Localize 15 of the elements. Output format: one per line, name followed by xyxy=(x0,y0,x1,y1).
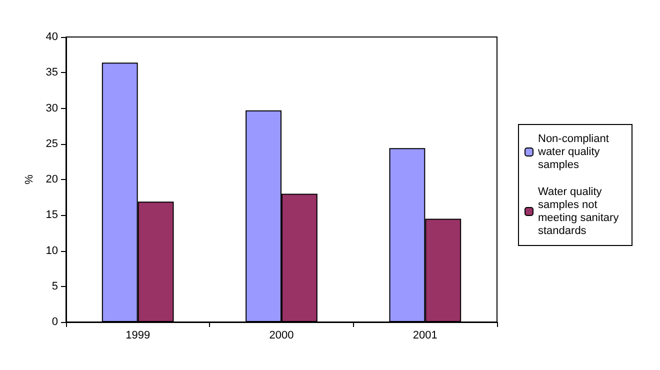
y-tick-label: 20 xyxy=(46,174,58,186)
y-tick-label: 35 xyxy=(46,66,58,79)
x-tick-label: 2001 xyxy=(412,330,438,342)
legend-label: Water quality samples not meeting sanitary standards xyxy=(538,186,622,237)
y-tick-label: 10 xyxy=(46,244,58,257)
y-tick-label: 15 xyxy=(46,209,58,222)
y-tick-label: 0 xyxy=(52,316,58,328)
y-tick-label: 25 xyxy=(46,138,58,150)
y-axis-title: % xyxy=(23,174,36,184)
y-tick-label: 30 xyxy=(46,102,58,114)
x-tick-label: 1999 xyxy=(126,330,150,342)
x-tick-label: 2000 xyxy=(269,330,294,342)
y-tick-label: 40 xyxy=(46,31,58,43)
legend-label: Non-compliant water quality samples xyxy=(537,133,612,171)
y-tick-label: 5 xyxy=(52,280,58,292)
